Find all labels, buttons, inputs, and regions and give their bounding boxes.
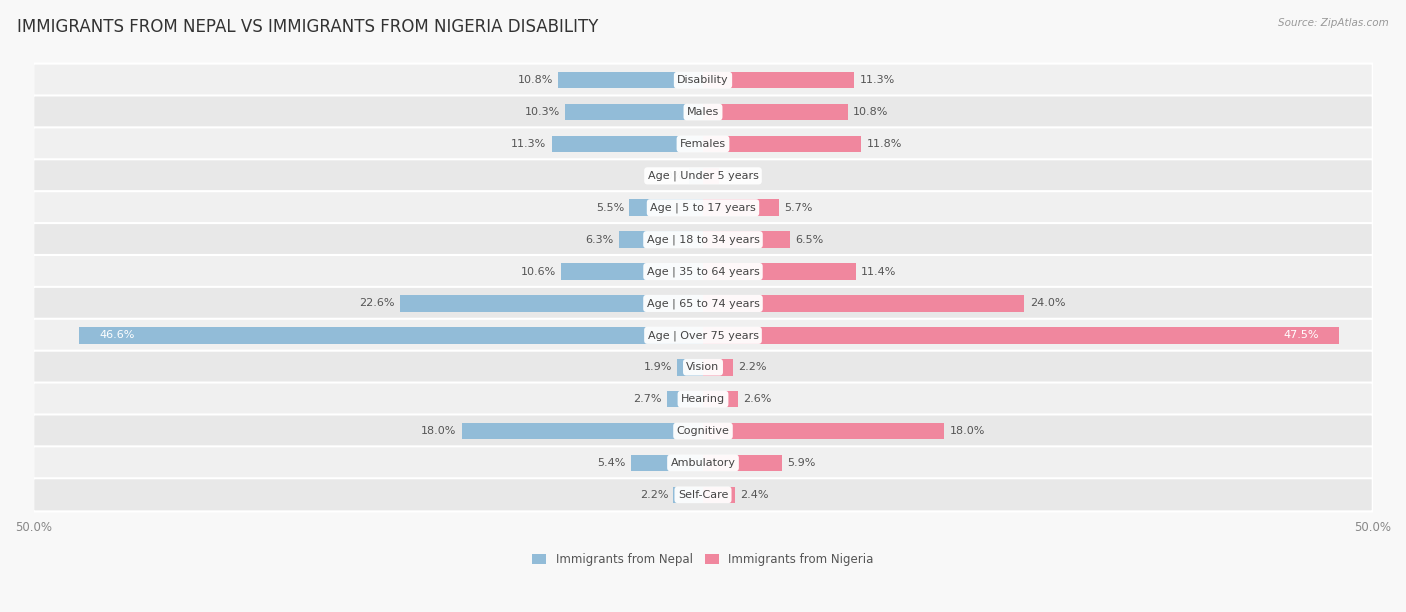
- Text: 11.4%: 11.4%: [860, 267, 897, 277]
- Text: 10.8%: 10.8%: [853, 107, 889, 117]
- Text: 18.0%: 18.0%: [949, 426, 984, 436]
- Text: Ambulatory: Ambulatory: [671, 458, 735, 468]
- Bar: [703, 200, 779, 216]
- Bar: [703, 487, 735, 503]
- FancyBboxPatch shape: [34, 382, 1372, 416]
- FancyBboxPatch shape: [34, 414, 1372, 447]
- Bar: [703, 72, 855, 89]
- Bar: [561, 263, 703, 280]
- Bar: [703, 168, 718, 184]
- FancyBboxPatch shape: [34, 159, 1372, 192]
- FancyBboxPatch shape: [34, 255, 1372, 288]
- Bar: [630, 200, 703, 216]
- Bar: [703, 263, 856, 280]
- Text: 18.0%: 18.0%: [422, 426, 457, 436]
- Text: Self-Care: Self-Care: [678, 490, 728, 500]
- Bar: [631, 455, 703, 471]
- Bar: [565, 104, 703, 121]
- Text: Females: Females: [681, 139, 725, 149]
- Text: 6.5%: 6.5%: [796, 234, 824, 245]
- Text: 5.4%: 5.4%: [598, 458, 626, 468]
- Text: Disability: Disability: [678, 75, 728, 85]
- Text: 2.4%: 2.4%: [741, 490, 769, 500]
- Text: 24.0%: 24.0%: [1029, 299, 1066, 308]
- Bar: [703, 136, 860, 152]
- Bar: [558, 72, 703, 89]
- Text: 10.3%: 10.3%: [524, 107, 560, 117]
- Bar: [79, 327, 703, 344]
- Text: 2.6%: 2.6%: [744, 394, 772, 404]
- Text: IMMIGRANTS FROM NEPAL VS IMMIGRANTS FROM NIGERIA DISABILITY: IMMIGRANTS FROM NEPAL VS IMMIGRANTS FROM…: [17, 18, 598, 36]
- Text: Age | 18 to 34 years: Age | 18 to 34 years: [647, 234, 759, 245]
- Bar: [703, 359, 733, 376]
- Text: 10.6%: 10.6%: [520, 267, 555, 277]
- Text: 2.2%: 2.2%: [640, 490, 668, 500]
- Text: 11.3%: 11.3%: [859, 75, 894, 85]
- FancyBboxPatch shape: [34, 223, 1372, 256]
- Bar: [551, 136, 703, 152]
- Bar: [703, 295, 1025, 312]
- Legend: Immigrants from Nepal, Immigrants from Nigeria: Immigrants from Nepal, Immigrants from N…: [527, 548, 879, 571]
- Bar: [673, 487, 703, 503]
- Text: 5.7%: 5.7%: [785, 203, 813, 213]
- Text: Source: ZipAtlas.com: Source: ZipAtlas.com: [1278, 18, 1389, 28]
- Text: 2.2%: 2.2%: [738, 362, 766, 372]
- Text: 47.5%: 47.5%: [1284, 330, 1319, 340]
- Text: 5.9%: 5.9%: [787, 458, 815, 468]
- Text: Age | Under 5 years: Age | Under 5 years: [648, 171, 758, 181]
- Text: 11.8%: 11.8%: [866, 139, 901, 149]
- Bar: [619, 231, 703, 248]
- Text: 1.0%: 1.0%: [657, 171, 685, 181]
- Bar: [689, 168, 703, 184]
- Bar: [703, 327, 1339, 344]
- Text: Hearing: Hearing: [681, 394, 725, 404]
- Bar: [401, 295, 703, 312]
- Text: Age | 35 to 64 years: Age | 35 to 64 years: [647, 266, 759, 277]
- FancyBboxPatch shape: [34, 64, 1372, 97]
- Text: Vision: Vision: [686, 362, 720, 372]
- Text: Age | 5 to 17 years: Age | 5 to 17 years: [650, 203, 756, 213]
- FancyBboxPatch shape: [34, 478, 1372, 512]
- Bar: [703, 231, 790, 248]
- Text: 46.6%: 46.6%: [98, 330, 135, 340]
- Text: Age | Over 75 years: Age | Over 75 years: [648, 330, 758, 341]
- Text: 5.5%: 5.5%: [596, 203, 624, 213]
- Text: 22.6%: 22.6%: [360, 299, 395, 308]
- FancyBboxPatch shape: [34, 191, 1372, 225]
- Text: 11.3%: 11.3%: [512, 139, 547, 149]
- FancyBboxPatch shape: [34, 95, 1372, 129]
- Text: 1.2%: 1.2%: [724, 171, 752, 181]
- FancyBboxPatch shape: [34, 287, 1372, 320]
- Text: Cognitive: Cognitive: [676, 426, 730, 436]
- Bar: [463, 423, 703, 439]
- Text: 6.3%: 6.3%: [585, 234, 613, 245]
- FancyBboxPatch shape: [34, 351, 1372, 384]
- Text: 1.9%: 1.9%: [644, 362, 672, 372]
- Bar: [703, 455, 782, 471]
- Text: 2.7%: 2.7%: [633, 394, 661, 404]
- FancyBboxPatch shape: [34, 319, 1372, 352]
- Bar: [666, 391, 703, 408]
- Bar: [703, 423, 943, 439]
- FancyBboxPatch shape: [34, 127, 1372, 160]
- FancyBboxPatch shape: [34, 446, 1372, 480]
- Bar: [703, 391, 738, 408]
- Text: Age | 65 to 74 years: Age | 65 to 74 years: [647, 298, 759, 308]
- Bar: [678, 359, 703, 376]
- Text: 10.8%: 10.8%: [517, 75, 553, 85]
- Text: Males: Males: [688, 107, 718, 117]
- Bar: [703, 104, 848, 121]
